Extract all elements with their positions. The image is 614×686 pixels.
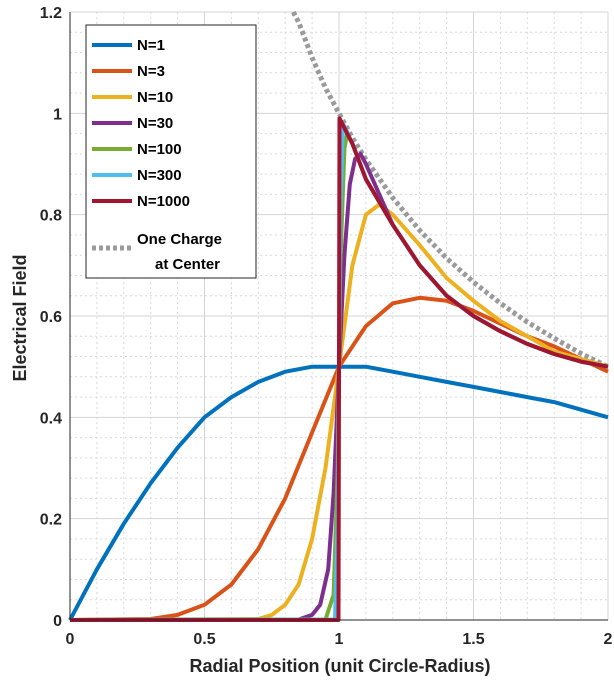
y-tick-label: 1 <box>53 106 62 123</box>
x-tick-label: 0.5 <box>193 631 215 648</box>
x-axis-label: Radial Position (unit Circle-Radius) <box>189 656 490 676</box>
legend-label: N=1 <box>137 37 165 54</box>
y-tick-label: 0.4 <box>40 410 62 427</box>
y-tick-label: 0.2 <box>40 512 62 529</box>
plot-lines <box>68 10 610 622</box>
y-tick-label: 0 <box>53 613 62 630</box>
legend-label-reference-line2: at Center <box>155 256 220 273</box>
x-tick-label: 0 <box>66 631 75 648</box>
legend-label-reference-line1: One Charge <box>137 231 222 248</box>
legend-label: N=100 <box>137 141 182 158</box>
series-line-n-10 <box>69 202 609 622</box>
axes <box>69 12 608 621</box>
y-axis-label: Electrical Field <box>10 254 30 381</box>
legend-label: N=1000 <box>137 193 190 210</box>
x-tick-label: 1 <box>335 631 344 648</box>
legend: N=1 N=3 N=10 N=30 N=100 N=300 N=1000 One Charg… <box>85 24 257 279</box>
legend-label: N=10 <box>137 89 173 106</box>
legend-label: N=3 <box>137 63 165 80</box>
legend-box <box>85 24 257 279</box>
legend-entries: N=1 N=3 N=10 N=30 N=100 N=300 N=1000 <box>92 37 190 210</box>
y-tick-label: 0.6 <box>40 309 62 326</box>
x-tick-label: 2 <box>604 631 613 648</box>
tick-labels: 0 0.5 1 1.5 2 0 0.2 0.4 0.6 0.8 1 1.2 <box>40 5 613 648</box>
series-line-n-1000 <box>70 116 609 622</box>
legend-label: N=30 <box>137 115 173 132</box>
legend-label: N=300 <box>137 167 182 184</box>
x-tick-label: 1.5 <box>462 631 484 648</box>
y-tick-label: 1.2 <box>40 5 62 22</box>
y-tick-label: 0.8 <box>40 208 62 225</box>
series-line-one-charge-at-center <box>291 10 610 369</box>
